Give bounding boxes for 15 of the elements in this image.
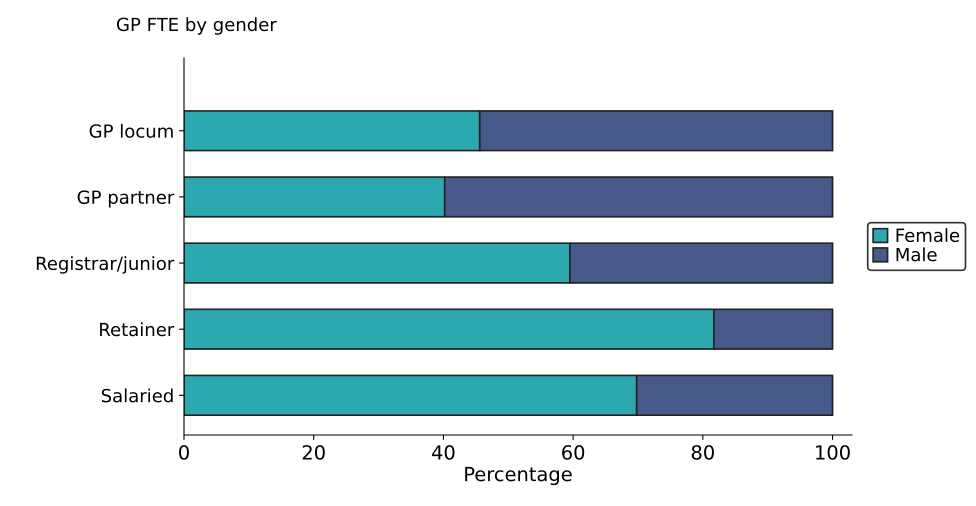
x-tick-label: 100 (816, 445, 850, 460)
y-tick-label: GP partner (78, 190, 174, 208)
x-axis-title: Percentage (465, 466, 572, 486)
x-tick-label: 60 (562, 445, 584, 460)
x-tick-label: 20 (302, 445, 325, 460)
y-tick-label: GP locum (90, 124, 173, 138)
chart-title: GP FTE by gender (117, 17, 277, 35)
legend-label: Male (896, 247, 937, 262)
y-tick-label: Salaried (102, 388, 173, 402)
x-tick-label: 40 (432, 445, 454, 460)
x-tick-label: 0 (179, 445, 189, 460)
y-tick-label: Retainer (100, 322, 174, 336)
y-tick-label: Registrar/junior (36, 256, 174, 274)
x-tick-label: 80 (692, 445, 714, 460)
legend-label: Female (896, 228, 960, 242)
